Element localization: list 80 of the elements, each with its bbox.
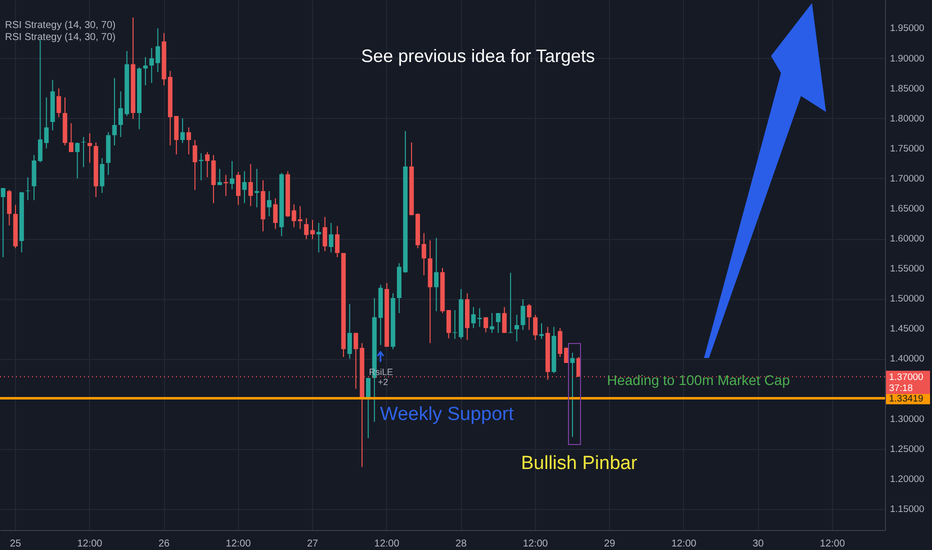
- candlestick: [322, 216, 328, 252]
- candlestick: [87, 132, 92, 164]
- candlestick: [224, 174, 228, 196]
- y-tick-label: 1.30000: [890, 414, 924, 425]
- candlestick: [100, 158, 104, 194]
- candlestick: [316, 222, 321, 253]
- candlestick: [471, 306, 476, 329]
- x-tick-label: 25: [10, 538, 22, 550]
- x-tick-label: 28: [456, 538, 468, 550]
- x-tick-label: 12:00: [671, 538, 697, 550]
- candlestick: [539, 322, 544, 340]
- annotation: RSI Strategy (14, 30, 70): [5, 32, 116, 43]
- candlestick: [490, 312, 494, 334]
- y-tick-label: 1.40000: [890, 354, 924, 365]
- candlestick: [7, 189, 12, 226]
- ref-line-label: 1.33419: [889, 393, 924, 404]
- x-tick-label: 30: [752, 538, 764, 550]
- x-tick-label: 12:00: [374, 538, 400, 550]
- x-tick-label: 27: [306, 538, 319, 550]
- candlestick: [310, 219, 315, 240]
- candlestick: [266, 190, 272, 217]
- candlestick: [514, 314, 520, 342]
- candlestick: [347, 304, 352, 360]
- y-tick-label: 1.75000: [890, 143, 924, 154]
- y-tick-label: 1.90000: [890, 53, 924, 64]
- candlestick: [0, 188, 6, 258]
- y-tick-label: 1.20000: [890, 474, 924, 485]
- y-tick-label: 1.65000: [890, 204, 924, 215]
- ref-line-label: 1.37000: [889, 372, 924, 383]
- candlestick: [217, 168, 222, 186]
- candlestick: [75, 142, 80, 179]
- candlestick: [143, 56, 148, 86]
- candlestick: [192, 140, 198, 190]
- x-tick-label: 29: [604, 538, 616, 550]
- candlestick: [533, 314, 538, 341]
- y-tick-label: 1.55000: [890, 264, 924, 275]
- annotation: Bullish Pinbar: [521, 453, 638, 474]
- candlestick: [526, 304, 532, 330]
- candlestick: [205, 152, 210, 178]
- annotation: +2: [378, 377, 388, 387]
- x-tick-label: 12:00: [77, 538, 103, 550]
- y-tick-label: 1.80000: [890, 113, 924, 124]
- annotation: See previous idea for Targets: [361, 46, 595, 66]
- y-tick-label: 1.50000: [890, 294, 924, 305]
- candlestick: [366, 377, 370, 439]
- y-tick-label: 1.45000: [890, 324, 924, 335]
- x-tick-label: 26: [158, 538, 170, 550]
- x-tick-label: 12:00: [820, 538, 846, 550]
- candlestick: [254, 168, 260, 208]
- candlestick: [242, 170, 247, 204]
- candlestick: [496, 312, 500, 334]
- candlestick: [186, 126, 192, 155]
- x-tick-label: 12:00: [522, 538, 548, 550]
- candlestick: [56, 88, 62, 118]
- y-tick-label: 1.85000: [890, 83, 924, 94]
- candlestick: [68, 122, 74, 153]
- candlestick: [335, 225, 340, 258]
- x-tick-label: 12:00: [226, 538, 252, 550]
- text: 37:18: [889, 383, 913, 394]
- y-tick-label: 1.60000: [890, 234, 924, 245]
- candlestick: [112, 78, 117, 146]
- candlestick: [328, 222, 334, 253]
- candlestick: [434, 237, 439, 312]
- candlestick: [304, 218, 309, 240]
- candlestick: [484, 316, 488, 333]
- candlestick: [273, 198, 278, 230]
- candlestick: [180, 118, 185, 144]
- y-tick-label: 1.70000: [890, 173, 924, 184]
- annotation: RSI Strategy (14, 30, 70): [5, 20, 116, 31]
- annotation: Weekly Support: [380, 404, 514, 425]
- annotation: Heading to 100m Market Cap: [607, 372, 790, 388]
- candlestick: [230, 160, 234, 190]
- candlestick: [248, 164, 253, 207]
- y-tick-label: 1.15000: [890, 504, 924, 515]
- y-tick-label: 1.25000: [890, 444, 924, 455]
- candlestick: [520, 298, 526, 330]
- candlestick: [570, 352, 575, 438]
- candlestick: [236, 171, 241, 206]
- candlestick: [502, 306, 507, 334]
- y-tick-label: 1.95000: [890, 23, 924, 34]
